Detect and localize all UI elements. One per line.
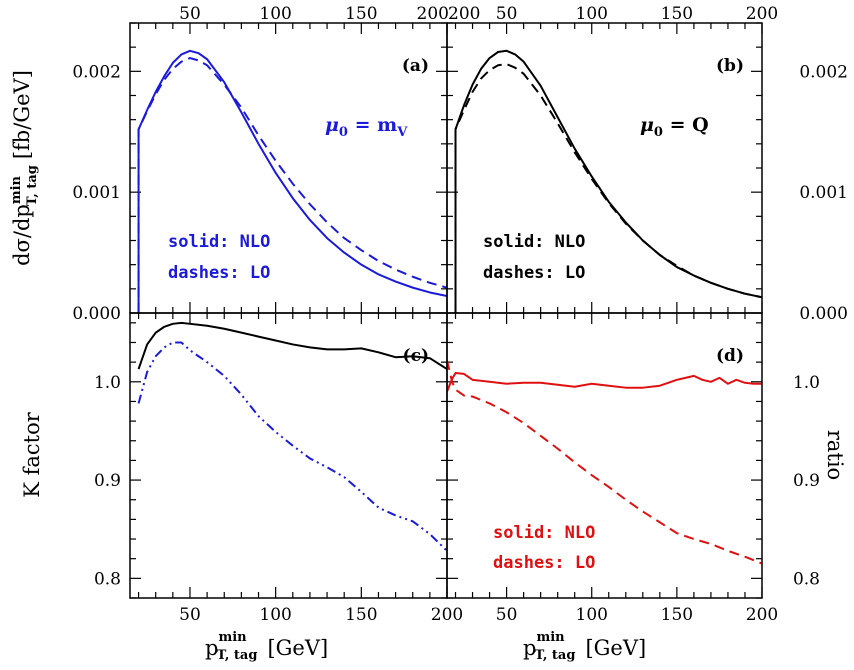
left-y-tick-label: 0.9 — [94, 471, 121, 491]
y-axis-title-kfactor: K factor — [20, 411, 44, 497]
panel-frame — [446, 312, 763, 599]
left-y-tick-label: 0.002 — [72, 62, 121, 82]
right-y-tick-label: 0.8 — [793, 569, 820, 589]
series-solid-line — [447, 371, 762, 392]
panel-tag: (c) — [403, 346, 429, 366]
top-x-tick-label: 50 — [179, 4, 201, 24]
legend-entry-nlo: solid: NLO — [483, 232, 585, 252]
y-axis-title-ratio: ratio — [823, 430, 847, 480]
series-solid-line — [137, 49, 447, 313]
top-x-tick-label: 200 — [417, 4, 449, 24]
top-x-tick-label: 100 — [576, 4, 608, 24]
bottom-x-tick-label: 100 — [259, 605, 291, 625]
left-y-tick-label: 0.8 — [94, 569, 121, 589]
right-y-tick-label: 1.0 — [793, 373, 820, 393]
right-y-tick-label: 0.000 — [799, 304, 848, 324]
panel-frame — [129, 312, 448, 599]
top-x-tick-label: 200 — [746, 4, 778, 24]
legend-entry-lo: dashes: LO — [483, 263, 585, 283]
mu-label-b: μ0 = Q — [640, 114, 709, 140]
top-x-tick-label: 100 — [259, 4, 291, 24]
bottom-x-tick-label: 200 — [746, 605, 778, 625]
left-y-tick-label: 1.0 — [94, 373, 121, 393]
legend-entry-lo: dashes: LO — [168, 263, 270, 283]
x-axis-title: pmin T, tag [GeV] — [205, 630, 328, 663]
bottom-x-tick-label: 100 — [576, 605, 608, 625]
bottom-x-tick-label: 200 — [431, 605, 463, 625]
bottom-x-tick-label: 50 — [179, 605, 201, 625]
series-dashed-line — [454, 63, 762, 313]
top-x-tick-label: 200 — [448, 4, 480, 24]
panel-tag: (a) — [402, 56, 429, 76]
right-y-tick-label: 0.001 — [799, 183, 848, 203]
series-solid-line — [137, 321, 447, 370]
top-x-tick-label: 150 — [345, 4, 377, 24]
left-y-tick-label: 0.001 — [72, 183, 121, 203]
left-y-tick-label: 0.000 — [72, 304, 121, 324]
top-x-tick-label: 50 — [496, 4, 518, 24]
panel-tag: (b) — [716, 56, 744, 76]
series-dashdot-line — [137, 341, 447, 552]
bottom-x-tick-label: 150 — [345, 605, 377, 625]
panel-c: (c) — [129, 312, 448, 599]
panel-tag: (d) — [716, 346, 744, 366]
bottom-x-tick-label: 50 — [496, 605, 518, 625]
bottom-x-tick-label: 150 — [661, 605, 693, 625]
series-dashed-line — [447, 359, 762, 565]
x-axis-title: pmin T, tag [GeV] — [523, 630, 646, 663]
panel-d: (d) — [446, 312, 763, 599]
legend-entry-nlo: solid: NLO — [493, 523, 595, 543]
right-y-tick-label: 0.002 — [799, 62, 848, 82]
top-x-tick-label: 150 — [661, 4, 693, 24]
right-y-tick-label: 0.9 — [793, 471, 820, 491]
legend-entry-lo: dashes: LO — [493, 553, 595, 573]
y-axis-title-top: dσ/dpminT, tag[fb/GeV] — [9, 70, 40, 266]
mu-label-a: μ0 = mV — [325, 114, 408, 140]
legend-entry-nlo: solid: NLO — [168, 232, 270, 252]
